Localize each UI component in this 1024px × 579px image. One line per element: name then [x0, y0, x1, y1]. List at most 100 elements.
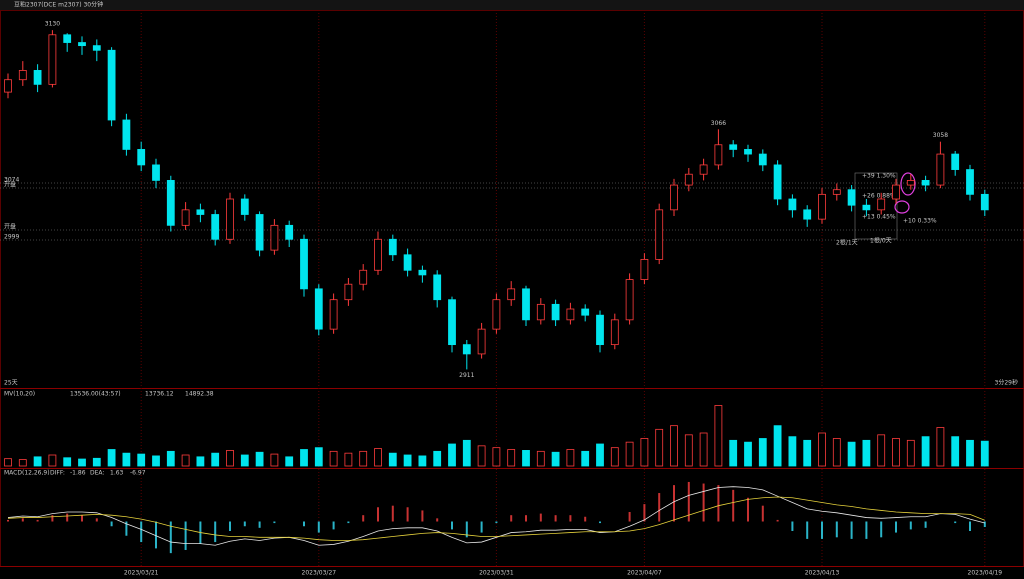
volume-bar [181, 454, 190, 467]
candle-body [226, 198, 234, 240]
volume-bar [522, 450, 530, 467]
candle-body [448, 299, 456, 346]
high-label: 3130 [45, 21, 60, 28]
chart-title[interactable]: 豆粕2307(DCE m2307) 30分钟 [14, 1, 103, 9]
candle-body [122, 119, 131, 150]
volume-bar [492, 447, 501, 467]
macd-line [7, 496, 985, 541]
tool-label: +26 0.88% [862, 193, 896, 200]
candle-body [581, 308, 590, 316]
highlight-circle [900, 172, 916, 196]
level-label: 开盘 [4, 181, 16, 189]
volume-bar [773, 425, 782, 467]
panel-title: MACD(12,26,9) [4, 470, 50, 477]
top-bar [0, 0, 1024, 10]
volume-bar [625, 441, 634, 467]
x-tick-label: 2023/03/27 [302, 570, 337, 577]
volume-bar [211, 452, 220, 467]
highlight-circle [894, 200, 910, 214]
volume-bar [270, 453, 279, 467]
volume-bar [670, 425, 678, 467]
candle-body [418, 269, 427, 276]
candle-body [906, 180, 915, 186]
candle-body [921, 180, 930, 186]
volume-bar [329, 450, 338, 467]
volume-bar [92, 457, 101, 467]
candle-body [699, 164, 708, 175]
legend-name: DIFF: [50, 470, 65, 477]
volume-bar [63, 457, 72, 467]
x-tick-label: 2023/03/31 [479, 570, 514, 577]
level-label: 3074 [4, 177, 19, 184]
volume-bar [433, 450, 442, 467]
candle-body [255, 214, 264, 251]
candle-body [596, 314, 604, 346]
volume-bar [418, 455, 427, 467]
volume-bar [980, 440, 989, 467]
volume-bar [892, 438, 900, 467]
volume-bar [581, 450, 590, 467]
volume-bar [48, 454, 57, 467]
candle-body [566, 308, 575, 321]
candle-body [640, 259, 649, 280]
volume-bar [966, 439, 974, 467]
candle-body [433, 274, 442, 301]
volume-bar [566, 449, 575, 467]
candle-body [803, 209, 812, 220]
candle-body [329, 299, 338, 330]
candle-body [92, 45, 101, 51]
volume-bar [18, 459, 27, 467]
volume-bar [462, 439, 471, 467]
candle-body [181, 209, 190, 226]
legend-value: 1.63 [110, 470, 124, 477]
candle-body [314, 288, 323, 330]
candle-body [285, 224, 294, 240]
volume-bar [152, 455, 160, 467]
candle-body [388, 238, 397, 256]
candle-body [758, 153, 767, 166]
candle-body [892, 184, 900, 200]
volume-bar [344, 452, 353, 467]
volume-bar [788, 436, 797, 467]
candle-body [877, 198, 886, 211]
volume-bar [536, 450, 545, 467]
high-label: 3066 [711, 120, 726, 127]
candle-body [936, 153, 945, 186]
high-label: 3058 [933, 132, 948, 139]
candle-body [359, 269, 368, 285]
volume-bar [699, 432, 708, 467]
volume-bar [921, 436, 930, 467]
candle-body [729, 144, 738, 150]
volume-bar [300, 449, 308, 467]
candle-body [773, 164, 782, 200]
x-tick-label: 2023/04/13 [805, 570, 840, 577]
candle-body [33, 70, 42, 85]
volume-bar [847, 441, 856, 467]
candle-body [78, 42, 86, 47]
volume-bar [4, 458, 12, 467]
candle-body [344, 283, 353, 301]
candle-body [670, 184, 678, 211]
candle-body [300, 238, 308, 290]
volume-bar [906, 439, 915, 467]
candle-body [48, 34, 57, 85]
footer-right: 3分29秒 [995, 379, 1018, 387]
readout: 13536.00(43:57) [70, 391, 121, 398]
volume-bar [714, 405, 723, 467]
candle-body [403, 254, 412, 271]
candle-body [374, 238, 382, 271]
candle-body [477, 328, 486, 355]
candle-body [137, 149, 146, 166]
candle-body [625, 279, 634, 321]
candle-body [788, 198, 797, 211]
tool-label: 1根/0天 [870, 237, 892, 245]
tool-label: +10 0.33% [903, 218, 937, 225]
candle-body [744, 149, 752, 155]
candle-body [655, 209, 664, 260]
tool-label: 2根/1天 [836, 239, 858, 247]
candle-body [966, 169, 974, 195]
candle-body [107, 49, 116, 121]
tool-label: +13 0.45% [862, 214, 896, 221]
